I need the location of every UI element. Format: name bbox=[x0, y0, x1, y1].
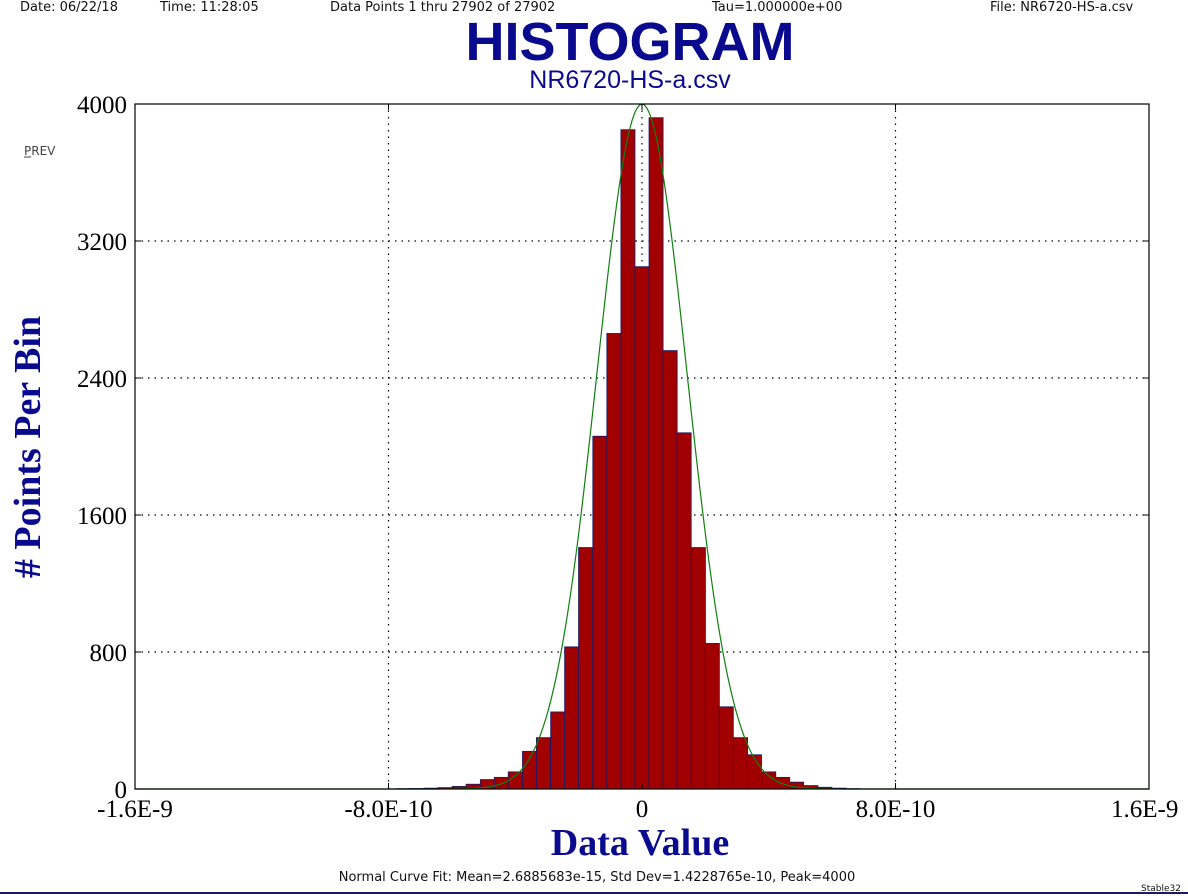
prev-button[interactable]: PREV bbox=[24, 144, 56, 158]
y-axis-label: # Points Per Bin bbox=[7, 316, 49, 578]
histogram-bar bbox=[690, 547, 706, 790]
header-points: Data Points 1 thru 27902 of 27902 bbox=[330, 0, 555, 15]
histogram-bar bbox=[578, 547, 594, 790]
plot-frame bbox=[134, 103, 1150, 790]
histogram-bar bbox=[606, 333, 622, 790]
y-tick-label: 0 bbox=[115, 777, 128, 804]
header-date: Date: 06/22/18 bbox=[20, 0, 118, 15]
y-tick-label: 2400 bbox=[77, 366, 127, 393]
brand-label: Stable32 bbox=[1141, 884, 1181, 894]
y-tick-labels: 0 800 1600 2400 3200 4000 bbox=[77, 92, 127, 804]
header-tau: Tau=1.000000e+00 bbox=[711, 0, 842, 15]
header-time: Time: 11:28:05 bbox=[159, 0, 259, 15]
histogram-bar bbox=[676, 432, 692, 790]
x-tick-label: 0 bbox=[636, 796, 649, 823]
x-tick-label: 1.6E-9 bbox=[1111, 796, 1178, 823]
histogram-bar bbox=[662, 350, 678, 790]
histogram-bar bbox=[550, 711, 566, 790]
normal-fit-summary: Normal Curve Fit: Mean=2.6885683e-15, St… bbox=[339, 870, 855, 885]
histogram-bar bbox=[718, 706, 734, 790]
histogram-bars bbox=[395, 117, 861, 790]
prev-button-label: PREV bbox=[24, 144, 56, 158]
y-tick-label: 3200 bbox=[77, 229, 127, 256]
histogram-bar bbox=[704, 643, 720, 790]
histogram-bar bbox=[634, 266, 650, 790]
header-file: File: NR6720-HS-a.csv bbox=[990, 0, 1134, 15]
chart-title: HISTOGRAM bbox=[465, 12, 794, 72]
histogram-bar bbox=[620, 129, 636, 790]
y-tick-label: 1600 bbox=[77, 503, 127, 530]
histogram-bar bbox=[522, 750, 537, 790]
x-tick-label: 8.0E-10 bbox=[856, 796, 936, 823]
y-tick-label: 4000 bbox=[77, 92, 127, 119]
x-tick-labels: -1.6E-9 -8.0E-10 0 8.0E-10 1.6E-9 bbox=[97, 796, 1178, 823]
histogram-bar bbox=[761, 771, 777, 790]
histogram-bar bbox=[747, 754, 762, 790]
histogram-bar bbox=[536, 737, 551, 790]
y-tick-label: 800 bbox=[90, 640, 128, 667]
x-tick-label: -8.0E-10 bbox=[344, 796, 432, 823]
x-axis-label: Data Value bbox=[551, 822, 729, 864]
histogram-bar bbox=[592, 435, 608, 790]
chart-subtitle: NR6720-HS-a.csv bbox=[529, 66, 731, 94]
histogram-bar bbox=[507, 771, 523, 790]
histogram-bar bbox=[733, 737, 748, 790]
x-tick-label: -1.6E-9 bbox=[97, 796, 173, 823]
histogram-bar bbox=[564, 646, 580, 790]
histogram-bar bbox=[648, 117, 664, 790]
